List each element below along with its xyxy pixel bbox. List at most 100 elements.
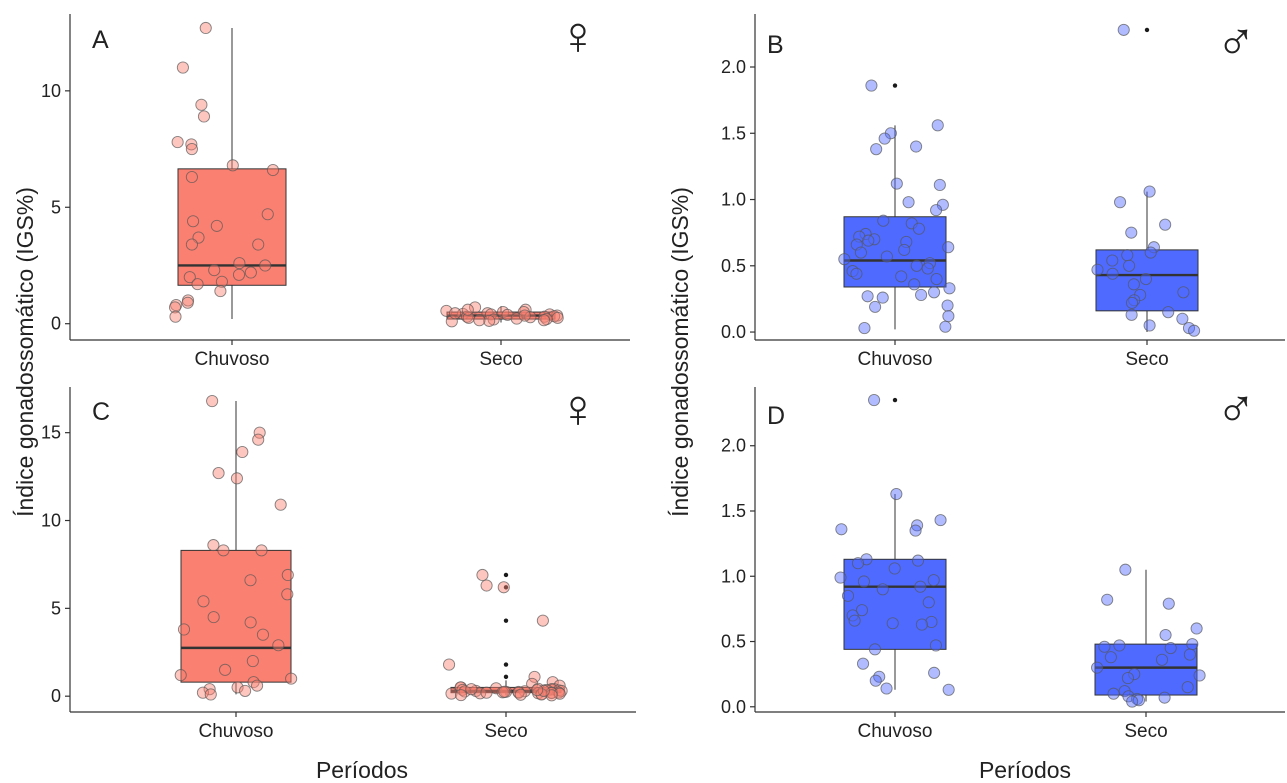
data-point <box>454 689 468 702</box>
y-tick-label: 1.5 <box>721 501 746 521</box>
data-point <box>856 657 870 670</box>
box-seco <box>1094 569 1198 702</box>
box-iqr <box>180 549 292 683</box>
data-point <box>531 683 544 697</box>
data-point <box>857 575 870 588</box>
data-point <box>1125 296 1139 309</box>
data-point <box>930 272 943 286</box>
data-point <box>1107 687 1120 700</box>
box-iqr <box>1095 249 1199 312</box>
data-point <box>217 544 230 557</box>
box-chuvoso <box>843 83 947 330</box>
data-point <box>909 524 922 537</box>
data-point <box>187 215 200 228</box>
panel-letter: B <box>767 31 784 59</box>
data-point <box>208 264 221 277</box>
data-point <box>886 617 899 630</box>
data-point <box>231 681 244 694</box>
data-point <box>1117 23 1130 36</box>
data-point <box>528 670 541 683</box>
data-point <box>902 196 915 209</box>
y-tick-label: 0 <box>51 314 61 334</box>
data-point <box>876 583 889 596</box>
data-point <box>921 262 934 275</box>
outlier-point <box>892 83 898 88</box>
data-point <box>274 498 287 511</box>
data-point <box>207 539 220 552</box>
data-point <box>1155 653 1169 666</box>
outlier-point <box>503 585 509 590</box>
x-tick-label: Seco <box>1124 721 1167 742</box>
data-point <box>445 687 458 700</box>
x-axis-title-right: Períodos <box>979 757 1071 783</box>
data-point <box>1101 593 1114 606</box>
data-point <box>914 580 927 593</box>
data-point <box>483 314 496 327</box>
outlier-point <box>503 618 509 623</box>
data-point <box>1104 651 1117 664</box>
outlier-point <box>892 397 898 403</box>
y-tick-label: 1.5 <box>721 123 746 143</box>
data-point <box>526 677 539 690</box>
data-point <box>861 290 874 303</box>
outlier-point <box>1144 27 1150 33</box>
data-point <box>266 163 280 177</box>
data-point <box>878 132 891 145</box>
data-point <box>931 119 944 132</box>
data-point <box>895 270 908 283</box>
data-point <box>1183 648 1196 661</box>
data-point <box>870 143 883 156</box>
data-point <box>869 674 882 687</box>
data-point <box>169 310 182 323</box>
data-point <box>174 669 187 682</box>
data-point <box>185 143 198 156</box>
data-point <box>848 614 861 627</box>
data-point <box>219 663 232 676</box>
panel-letter: D <box>767 402 785 430</box>
data-point <box>512 686 525 699</box>
data-point <box>195 98 208 111</box>
data-point <box>911 554 925 567</box>
data-point <box>1106 267 1119 280</box>
data-point <box>1091 661 1104 674</box>
data-point <box>930 204 943 217</box>
data-point <box>942 683 955 696</box>
data-point <box>244 616 257 629</box>
data-point <box>876 291 889 304</box>
data-point <box>838 253 851 266</box>
data-point <box>214 285 227 298</box>
data-point <box>1127 278 1140 291</box>
data-point <box>912 222 926 235</box>
data-point <box>835 523 848 536</box>
y-tick-label: 2.0 <box>721 57 746 77</box>
panel-a: 0 5 10 Chuvoso Seco A ♀ <box>41 6 630 370</box>
data-point <box>933 178 946 192</box>
data-point <box>869 300 882 313</box>
data-point <box>498 685 511 698</box>
panel-c: 0 5 10 15 Chuvoso Seco C ♀ <box>41 379 636 742</box>
data-point <box>1158 691 1171 704</box>
data-point <box>1125 226 1138 239</box>
data-point <box>859 227 872 241</box>
data-point <box>1128 668 1141 681</box>
data-point <box>536 614 549 627</box>
data-point <box>851 557 865 570</box>
data-point <box>199 21 212 35</box>
data-point <box>177 623 191 636</box>
data-point <box>1126 695 1139 708</box>
female-symbol-icon: ♀ <box>558 6 599 66</box>
y-tick-label: 1.0 <box>721 190 746 210</box>
data-point <box>207 611 220 624</box>
data-point <box>183 271 196 284</box>
data-point <box>927 574 940 587</box>
data-point <box>281 588 294 601</box>
box-chuvoso <box>180 401 292 695</box>
y-tick-label: 10 <box>41 81 61 101</box>
data-point <box>868 643 882 656</box>
data-point <box>252 433 265 446</box>
data-point <box>1144 246 1157 259</box>
x-tick-label: Chuvoso <box>195 349 270 370</box>
data-point <box>915 288 928 301</box>
data-point <box>247 676 260 689</box>
data-point <box>1139 272 1152 286</box>
